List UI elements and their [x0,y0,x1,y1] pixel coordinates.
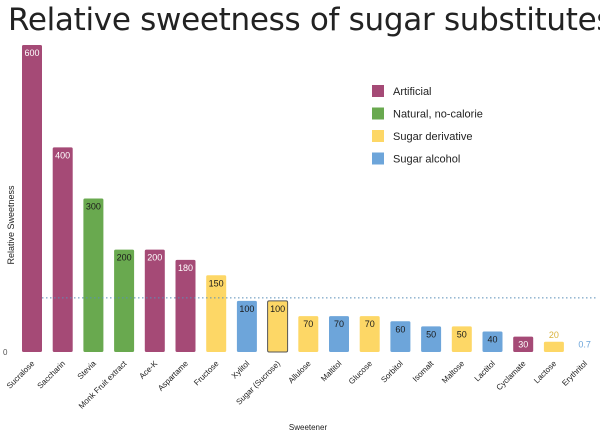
x-tick-label: Sorbitol [379,359,405,385]
bar [421,326,442,352]
data-label: 50 [426,329,436,339]
data-label: 180 [178,263,193,273]
data-label: 60 [395,324,405,334]
legend-label: Sugar alcohol [393,154,460,166]
x-tick-label: Aspartame [156,359,190,393]
legend-swatch [372,85,384,97]
x-tick-label: Fructose [192,359,221,388]
data-label: 400 [55,150,70,160]
legend-label: Natural, no-calorie [393,109,483,121]
bar [329,316,349,352]
x-tick-label: Ace-K [137,359,159,381]
x-axis-label: Sweetener [289,423,328,432]
x-tick-label: Saccharin [36,359,68,391]
bar [543,341,564,352]
bar [298,316,319,352]
bar [390,321,411,352]
x-tick-label: Glucose [347,359,375,387]
data-label: 0.7 [578,340,591,350]
bar [359,316,380,352]
data-label: 300 [86,202,101,212]
data-label: 30 [518,340,528,350]
legend-swatch [372,152,384,165]
legend-label: Artificial [393,86,432,98]
data-label: 40 [487,335,497,345]
bar [451,326,472,352]
x-tick-label: Maltitol [319,359,343,383]
data-label: 100 [270,304,285,314]
data-label: 70 [303,319,313,329]
data-label: 70 [365,319,375,329]
legend-label: Sugar derivative [393,131,473,143]
x-tick-label: Isomalt [411,359,436,384]
x-tick-label: Maltose [440,359,467,386]
data-label: 200 [117,253,132,263]
x-tick-label: Lactitol [473,359,497,383]
chart-title: Relative sweetness of sugar substitutes [8,2,600,38]
bar [22,45,42,352]
legend-swatch [372,130,384,142]
data-label: 70 [334,319,344,329]
bar [52,147,73,352]
bar [114,249,135,352]
bar [144,249,165,352]
x-tick-label: Sucralose [5,359,37,391]
bar [267,300,289,353]
x-tick-label: Cyclamate [495,359,528,392]
data-label: 200 [147,253,162,263]
bar [236,300,257,352]
data-label: 150 [209,278,224,288]
x-tick-label: Erythritol [560,359,589,388]
y-axis-label: Relative Sweetness [6,185,16,265]
data-label: 100 [239,304,254,314]
data-label: 50 [457,329,467,339]
bar [175,259,196,352]
x-tick-label: Stevia [76,359,98,381]
data-label: 600 [24,48,39,58]
y-tick-label: 0 [3,348,8,357]
bar [513,336,534,352]
x-tick-label: Xylitol [230,359,252,381]
legend-swatch [372,107,384,120]
bar [206,275,227,352]
x-tick-label: Allulose [287,359,314,386]
data-label: 20 [549,330,559,340]
bar [83,198,104,352]
x-tick-label: Lactose [532,359,559,386]
bar [482,331,503,352]
